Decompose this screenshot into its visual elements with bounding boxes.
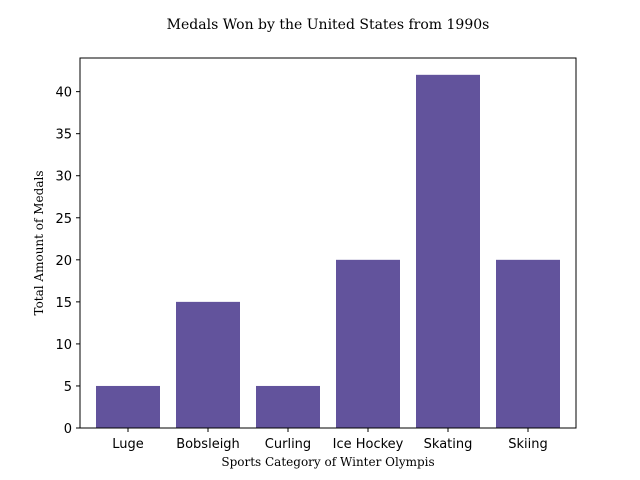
x-tick-label: Bobsleigh xyxy=(176,437,240,452)
x-tick-label: Luge xyxy=(112,437,144,452)
bar-curling xyxy=(256,385,320,428)
plot-frame xyxy=(79,57,577,429)
chart-title: Medals Won by the United States from 199… xyxy=(167,17,490,33)
y-tick-label: 30 xyxy=(55,170,72,185)
x-axis: Luge Bobsleigh Curling Ice Hockey Skating Ski… xyxy=(112,428,548,452)
bar-luge xyxy=(96,385,160,428)
y-tick-label: 25 xyxy=(55,212,72,227)
bar-skating xyxy=(416,74,480,429)
x-tick-label: Skating xyxy=(424,437,473,452)
bar-ice-hockey xyxy=(336,259,400,428)
y-tick-label: 35 xyxy=(55,128,72,143)
y-axis: 0 5 10 15 20 25 30 35 40 xyxy=(55,86,80,437)
y-tick-label: 20 xyxy=(55,254,72,269)
bars-group xyxy=(96,74,560,429)
x-axis-label: Sports Category of Winter Olympis xyxy=(221,455,434,469)
y-tick-label: 0 xyxy=(64,422,72,437)
x-tick-label: Skiing xyxy=(508,437,548,452)
y-tick-label: 10 xyxy=(55,338,72,353)
y-tick-label: 40 xyxy=(55,86,72,101)
x-tick-label: Ice Hockey xyxy=(333,437,404,452)
y-tick-label: 5 xyxy=(64,380,72,395)
bar-bobsleigh xyxy=(176,301,240,428)
y-tick-label: 15 xyxy=(55,296,72,311)
x-tick-label: Curling xyxy=(265,437,311,452)
y-axis-label: Total Amount of Medals xyxy=(32,171,46,316)
bar-skiing xyxy=(496,259,560,428)
